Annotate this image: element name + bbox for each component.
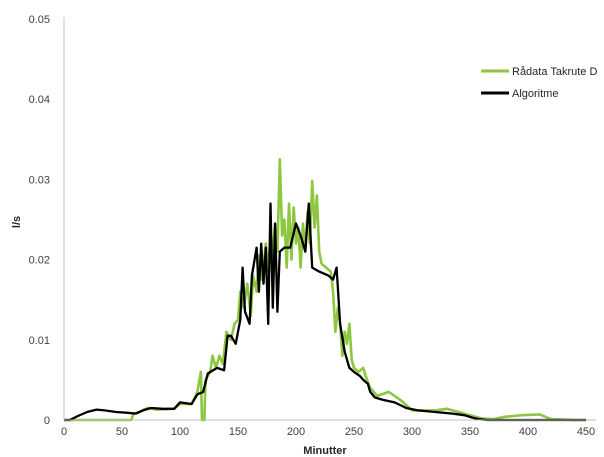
x-tick-label: 0 bbox=[61, 426, 67, 438]
x-tick-label: 100 bbox=[171, 426, 189, 438]
legend-label-algoritme: Algoritme bbox=[512, 88, 558, 100]
x-tick-label: 350 bbox=[461, 426, 479, 438]
x-axis-title: Minutter bbox=[303, 445, 347, 457]
tick-labels: 0 50 100 150 200 250 300 350 400 450 0 0.01 0.02 0.03… bbox=[29, 14, 596, 438]
legend: Rådata Takrute D Algoritme bbox=[481, 66, 597, 100]
x-tick-label: 50 bbox=[116, 426, 128, 438]
y-tick-label: 0.03 bbox=[29, 174, 50, 186]
legend-label-radata: Rådata Takrute D bbox=[512, 66, 597, 78]
x-tick-label: 150 bbox=[229, 426, 247, 438]
x-tick-label: 250 bbox=[345, 426, 363, 438]
y-tick-label: 0.02 bbox=[29, 255, 50, 267]
x-tick-label: 450 bbox=[577, 426, 595, 438]
x-tick-label: 300 bbox=[403, 426, 421, 438]
x-tick-label: 200 bbox=[287, 426, 305, 438]
y-tick-label: 0.01 bbox=[29, 335, 50, 347]
y-axis-title: l/s bbox=[11, 216, 23, 228]
axes bbox=[63, 17, 596, 421]
series-line-algoritme bbox=[64, 202, 586, 422]
y-tick-label: 0.04 bbox=[29, 94, 50, 106]
plot-lines bbox=[64, 158, 586, 422]
x-tick-label: 400 bbox=[519, 426, 537, 438]
y-tick-label: 0 bbox=[44, 415, 50, 427]
y-tick-label: 0.05 bbox=[29, 14, 50, 26]
